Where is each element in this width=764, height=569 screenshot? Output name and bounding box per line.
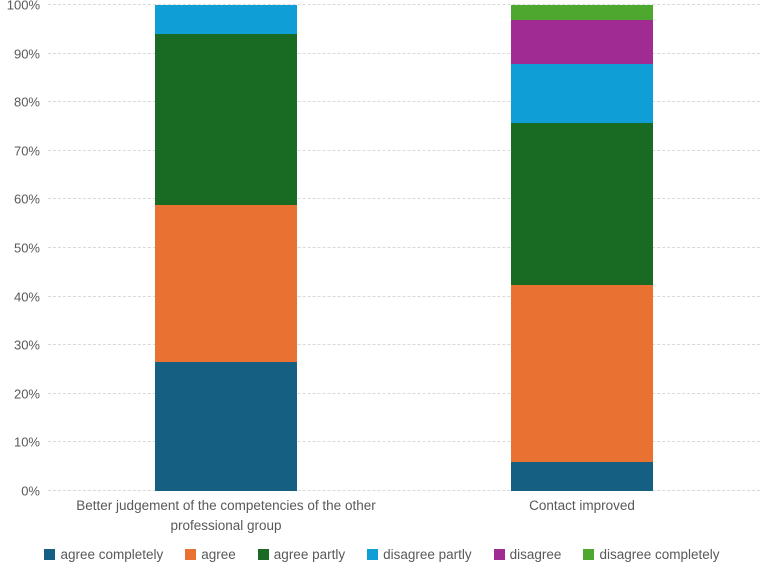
legend-swatch-icon	[185, 549, 197, 560]
gridline-40%	[48, 295, 760, 297]
legend-item-agree-partly: agree partly	[257, 547, 346, 562]
legend-label: agree	[201, 547, 236, 562]
x-axis-label: Better judgement of the competencies of …	[48, 496, 404, 536]
y-tick-label-60%: 60%	[13, 191, 40, 207]
bar-segment-disagree-completely	[510, 5, 654, 20]
y-tick-label-100%: 100%	[6, 0, 40, 13]
bar-segment-disagree-partly	[154, 5, 298, 34]
y-tick-label-0%: 0%	[21, 483, 40, 499]
gridline-90%	[48, 52, 760, 54]
legend-swatch-icon	[367, 549, 379, 560]
legend-label: agree partly	[273, 547, 346, 562]
bar-segment-agree-partly	[510, 122, 654, 285]
legend-item-agree: agree	[185, 547, 236, 562]
legend-item-disagree-partly: disagree partly	[367, 547, 472, 562]
y-axis: 0% 10% 20% 30% 40% 50% 60% 70% 80% 90% 100%	[0, 0, 40, 499]
legend-swatch-icon	[493, 549, 505, 560]
bar-segment-agree-completely	[510, 461, 654, 491]
y-tick-label-40%: 40%	[13, 289, 40, 305]
gridline-60%	[48, 198, 760, 200]
gridline-10%	[48, 441, 760, 443]
bar-segment-disagree-partly	[510, 63, 654, 123]
bar-segment-agree	[510, 284, 654, 462]
bar-segment-disagree	[510, 19, 654, 64]
x-axis-label-text: Better judgement of the competencies of …	[76, 498, 376, 533]
legend-swatch-icon	[257, 549, 269, 560]
legend-item-disagree: disagree	[493, 547, 562, 562]
gridline-70%	[48, 149, 760, 151]
bar-segment-agree-completely	[154, 362, 298, 491]
y-tick-label-50%: 50%	[13, 240, 40, 256]
y-tick-label-80%: 80%	[13, 94, 40, 110]
legend-label: disagree	[509, 547, 562, 562]
legend-item-disagree-completely: disagree completely	[583, 547, 720, 562]
y-tick-label-20%: 20%	[13, 386, 40, 402]
gridline-50%	[48, 247, 760, 248]
bar-contact-improved	[510, 5, 654, 491]
legend-swatch-icon	[44, 549, 56, 560]
bar-segment-agree-partly	[154, 33, 298, 206]
legend: agree completely agree agree partly disagre…	[0, 547, 764, 562]
legend-swatch-icon	[583, 549, 595, 560]
gridline-30%	[48, 344, 760, 346]
x-axis-label-text: Contact improved	[529, 498, 635, 513]
y-tick-label-10%: 10%	[13, 434, 40, 450]
legend-label: disagree completely	[599, 547, 720, 562]
gridline-100%	[48, 4, 760, 5]
y-tick-label-30%: 30%	[13, 337, 40, 353]
legend-label: agree completely	[60, 547, 164, 562]
legend-item-agree-completely: agree completely	[44, 547, 163, 562]
bar-segment-agree	[154, 205, 298, 363]
gridline-20%	[48, 392, 760, 394]
legend-label: disagree partly	[383, 547, 472, 562]
plot-area	[48, 4, 760, 491]
x-axis-labels: Better judgement of the competencies of …	[48, 496, 760, 536]
gridline-80%	[48, 101, 760, 103]
bar-better-judgement-of-the-compet	[154, 5, 298, 491]
y-tick-label-90%: 90%	[13, 46, 40, 62]
y-tick-label-70%: 70%	[13, 143, 40, 159]
x-axis-label: Contact improved	[404, 496, 760, 536]
gridline-0%	[48, 490, 760, 491]
